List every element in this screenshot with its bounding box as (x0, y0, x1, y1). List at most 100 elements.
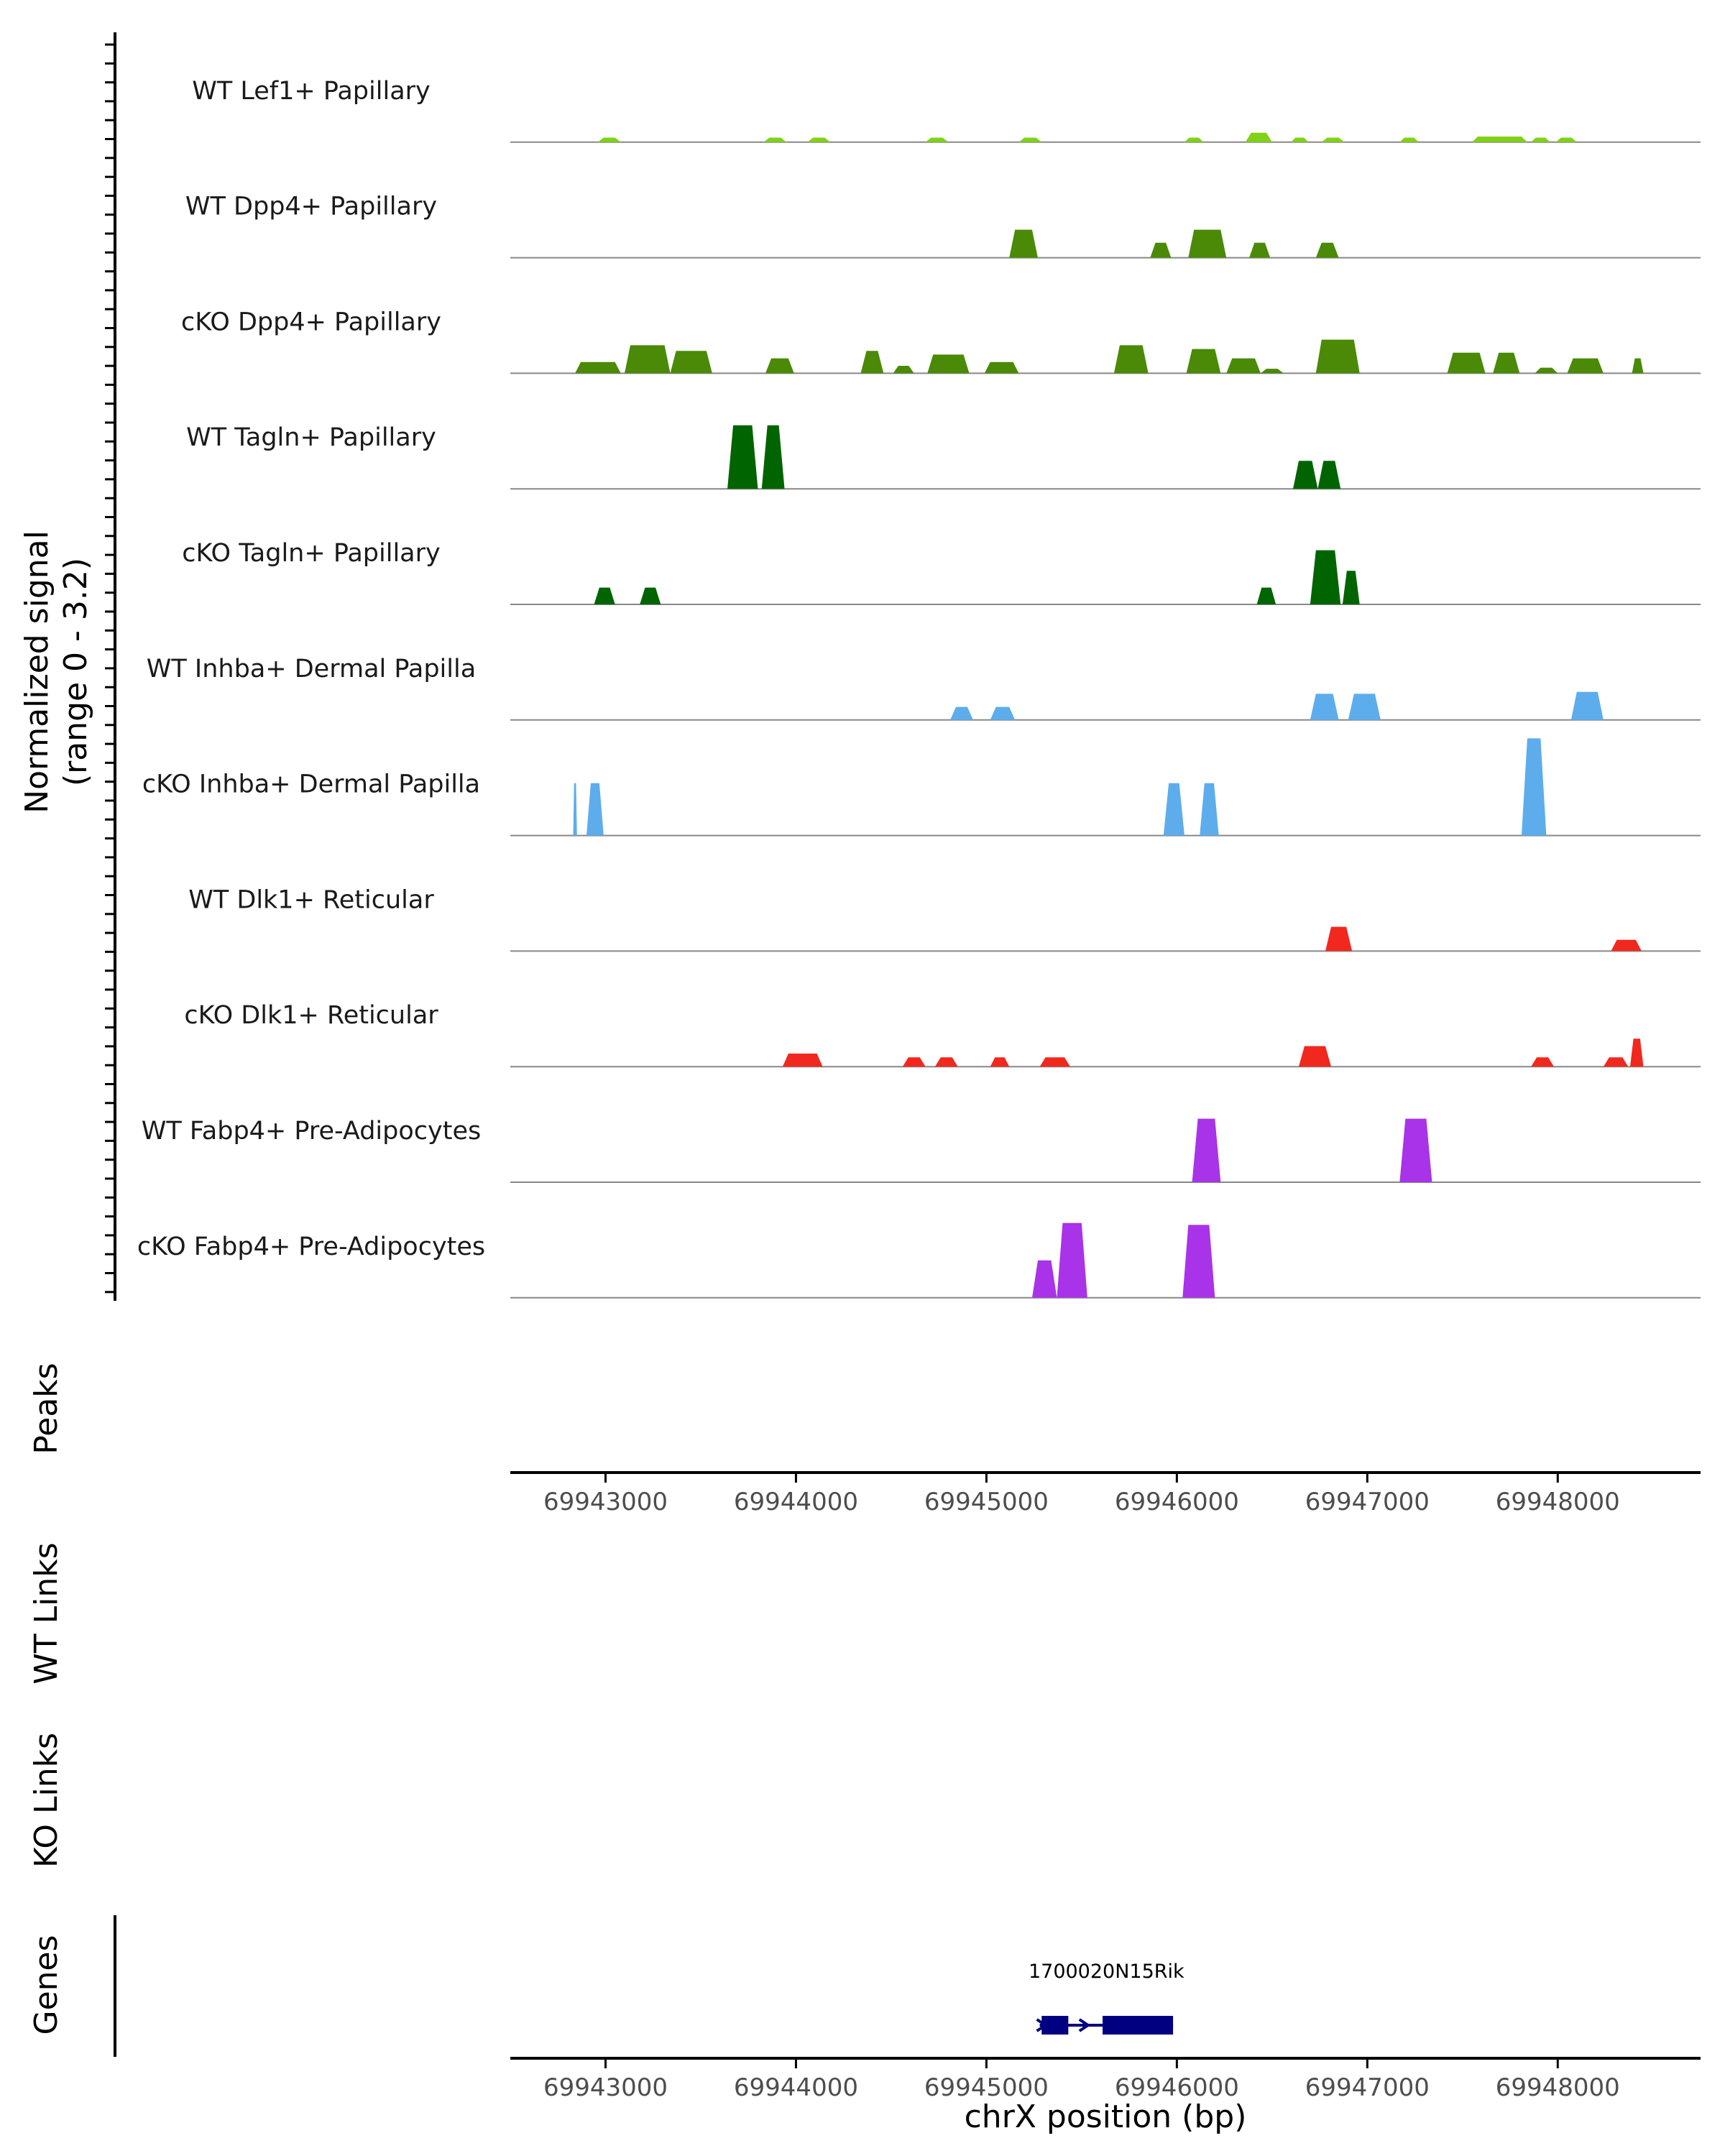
signal-peak (782, 1054, 823, 1067)
signal-peak (1018, 137, 1042, 142)
peaks-panel-label: Peaks (28, 1363, 65, 1454)
signal-peak (586, 783, 604, 836)
peaks-x-tick-label: 69943000 (543, 1488, 668, 1516)
signal-peak (927, 354, 970, 374)
signal-peak (763, 137, 787, 142)
signal-peak (1031, 1260, 1057, 1298)
track-label: WT Fabp4+ Pre-Adipocytes (142, 1117, 481, 1146)
gene-model (1036, 2016, 1174, 2035)
signal-peak (860, 351, 884, 374)
genes-x-tick-label: 69946000 (1115, 2073, 1239, 2102)
signal-peak (984, 361, 1019, 374)
track: WT Lef1+ Papillary (192, 77, 1701, 143)
signal-peak (807, 137, 831, 142)
signal-peak (1348, 694, 1381, 720)
signal-peak (1315, 339, 1360, 374)
signal-peak (1039, 1057, 1070, 1067)
ko-links-panel-label: KO Links (28, 1733, 65, 1868)
track-label: cKO Tagln+ Papillary (182, 539, 441, 568)
peaks-x-tick-label: 69945000 (924, 1488, 1049, 1516)
track: cKO Fabp4+ Pre-Adipocytes (137, 1222, 1701, 1299)
track: cKO Tagln+ Papillary (182, 539, 1701, 605)
signal-peak (1245, 132, 1272, 142)
signal-peak (765, 358, 794, 374)
track: WT Dpp4+ Papillary (185, 193, 1701, 259)
coverage-tracks: WT Lef1+ Papillary WT Dpp4+ Papillary cKO … (137, 77, 1701, 1299)
peaks-x-tick-label: 69948000 (1496, 1488, 1620, 1516)
signal-peak (1057, 1222, 1087, 1298)
signal-peak (1226, 358, 1261, 374)
signal-peak (640, 587, 661, 604)
signal-peak (1292, 461, 1318, 489)
genes-x-tick-label: 69943000 (543, 2073, 668, 2102)
signal-peak (934, 1057, 958, 1067)
track-label: WT Inhba+ Dermal Papilla (147, 655, 476, 683)
signal-peak (727, 425, 758, 489)
signal-peak (1184, 137, 1204, 142)
track-label: cKO Fabp4+ Pre-Adipocytes (137, 1233, 485, 1261)
signal-peak (1113, 345, 1149, 374)
signal-peak (1535, 367, 1558, 374)
signal-peak (1310, 694, 1339, 720)
track-label: WT Dlk1+ Reticular (188, 885, 434, 914)
signal-peak (1182, 1225, 1215, 1298)
signal-peak (893, 366, 914, 374)
signal-peak (1632, 358, 1644, 374)
signal-peak (1249, 242, 1271, 258)
signal-peak (573, 783, 577, 836)
signal-peak (761, 425, 785, 489)
signal-peak (1256, 587, 1276, 604)
signal-peak (1342, 571, 1360, 604)
signal-peak (624, 345, 671, 374)
signal-peak (1163, 783, 1184, 836)
signal-peak (1200, 783, 1219, 836)
signal-peak (902, 1057, 926, 1067)
signal-peak (1325, 926, 1353, 952)
genes-x-axis: 69943000 69944000 69945000 69946000 69947000… (543, 2058, 1620, 2102)
track-label: WT Tagln+ Papillary (186, 423, 436, 452)
signal-peak (1611, 939, 1642, 952)
signal-peak (1298, 1046, 1331, 1067)
track: cKO Inhba+ Dermal Papilla (142, 738, 1701, 837)
peaks-x-tick-label: 69944000 (734, 1488, 858, 1516)
track-label: cKO Inhba+ Dermal Papilla (142, 770, 480, 799)
gene-start-arrow (1036, 2018, 1049, 2032)
signal-peak (1192, 1118, 1221, 1182)
signal-peak (1531, 1057, 1554, 1067)
genes-x-tick-label: 69944000 (734, 2073, 858, 2102)
signal-peak (1150, 242, 1172, 258)
signal-peak (1186, 349, 1221, 374)
signal-peak (1291, 137, 1309, 142)
signal-axis-ticks (105, 43, 115, 1294)
wt-links-panel-label: WT Links (28, 1542, 65, 1684)
signal-peak (1260, 369, 1284, 374)
track-label: WT Lef1+ Papillary (192, 77, 431, 106)
signal-peak (1570, 691, 1604, 720)
gene-name-label: 1700020N15Rik (1029, 1961, 1184, 1983)
signal-peak (1188, 229, 1227, 258)
track: WT Dlk1+ Reticular (188, 885, 1701, 952)
signal-peak (1629, 1038, 1644, 1067)
signal-peak (950, 706, 973, 720)
signal-peak (990, 706, 1016, 720)
track-label: cKO Dpp4+ Papillary (181, 308, 441, 336)
track: cKO Dlk1+ Reticular (184, 1001, 1701, 1068)
signal-peak (1447, 352, 1486, 374)
track-label: WT Dpp4+ Papillary (185, 193, 437, 221)
signal-peak (1315, 242, 1339, 258)
signal-peak (1521, 738, 1547, 836)
signal-peak (1310, 550, 1341, 604)
peaks-x-tick-label: 69946000 (1115, 1488, 1239, 1516)
signal-peak (1317, 461, 1341, 489)
signal-peak (1531, 137, 1550, 142)
x-axis-title: chrX position (bp) (965, 2099, 1247, 2135)
signal-peak (597, 137, 621, 142)
signal-peak (990, 1057, 1010, 1067)
genes-x-tick-label: 69945000 (924, 2073, 1049, 2102)
peaks-x-axis: 69943000 69944000 69945000 69946000 69947000… (543, 1473, 1620, 1516)
signal-peak (594, 587, 615, 604)
track: WT Tagln+ Papillary (186, 423, 1701, 490)
signal-peak (575, 361, 621, 374)
